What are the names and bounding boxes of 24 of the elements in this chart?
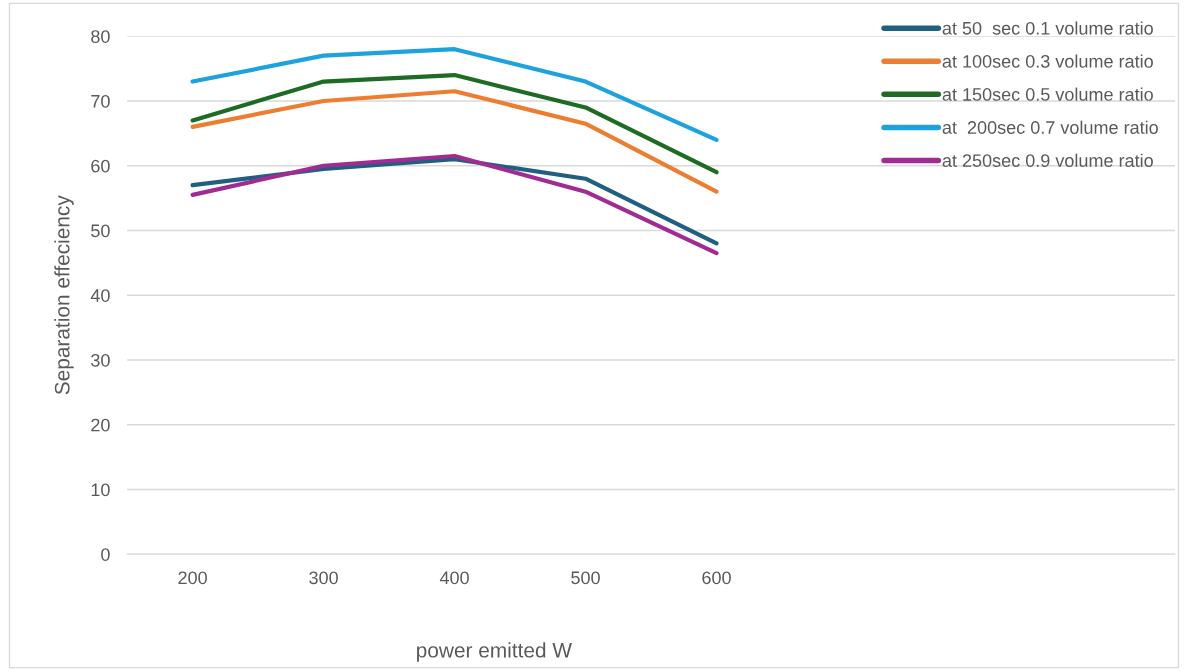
line-series: [190, 47, 719, 142]
x-tick-label: 200: [178, 571, 207, 585]
x-tick-label: 600: [702, 571, 731, 585]
legend-label: at 50 sec 0.1 volume ratio: [942, 21, 1153, 35]
y-tick-label: 0: [101, 548, 110, 561]
y-tick-label: 70: [91, 94, 110, 108]
legend-label: at 200sec 0.7 volume ratio: [942, 120, 1158, 134]
y-tick-label: 50: [91, 224, 110, 238]
y-tick-label: 40: [90, 289, 110, 302]
y-tick-label: 60: [91, 159, 110, 173]
y-tick-label: 20: [91, 418, 110, 432]
y-tick-label: 10: [91, 483, 110, 497]
x-tick-label: 400: [439, 571, 469, 585]
legend-label: at 100sec 0.3 volume ratio: [942, 54, 1153, 68]
x-axis-title: power emitted W: [417, 642, 572, 662]
x-tick-label: 500: [571, 571, 600, 585]
legend-label: at 250sec 0.9 volume ratio: [942, 153, 1153, 167]
y-tick-label: 30: [91, 353, 110, 367]
line-series: [190, 89, 719, 194]
line-series: [190, 72, 719, 175]
y-axis-title: Separation effeciency: [54, 195, 74, 395]
y-tick-label: 80: [91, 30, 110, 43]
x-tick-label: 300: [309, 571, 338, 585]
legend-label: at 150sec 0.5 volume ratio: [942, 87, 1153, 101]
